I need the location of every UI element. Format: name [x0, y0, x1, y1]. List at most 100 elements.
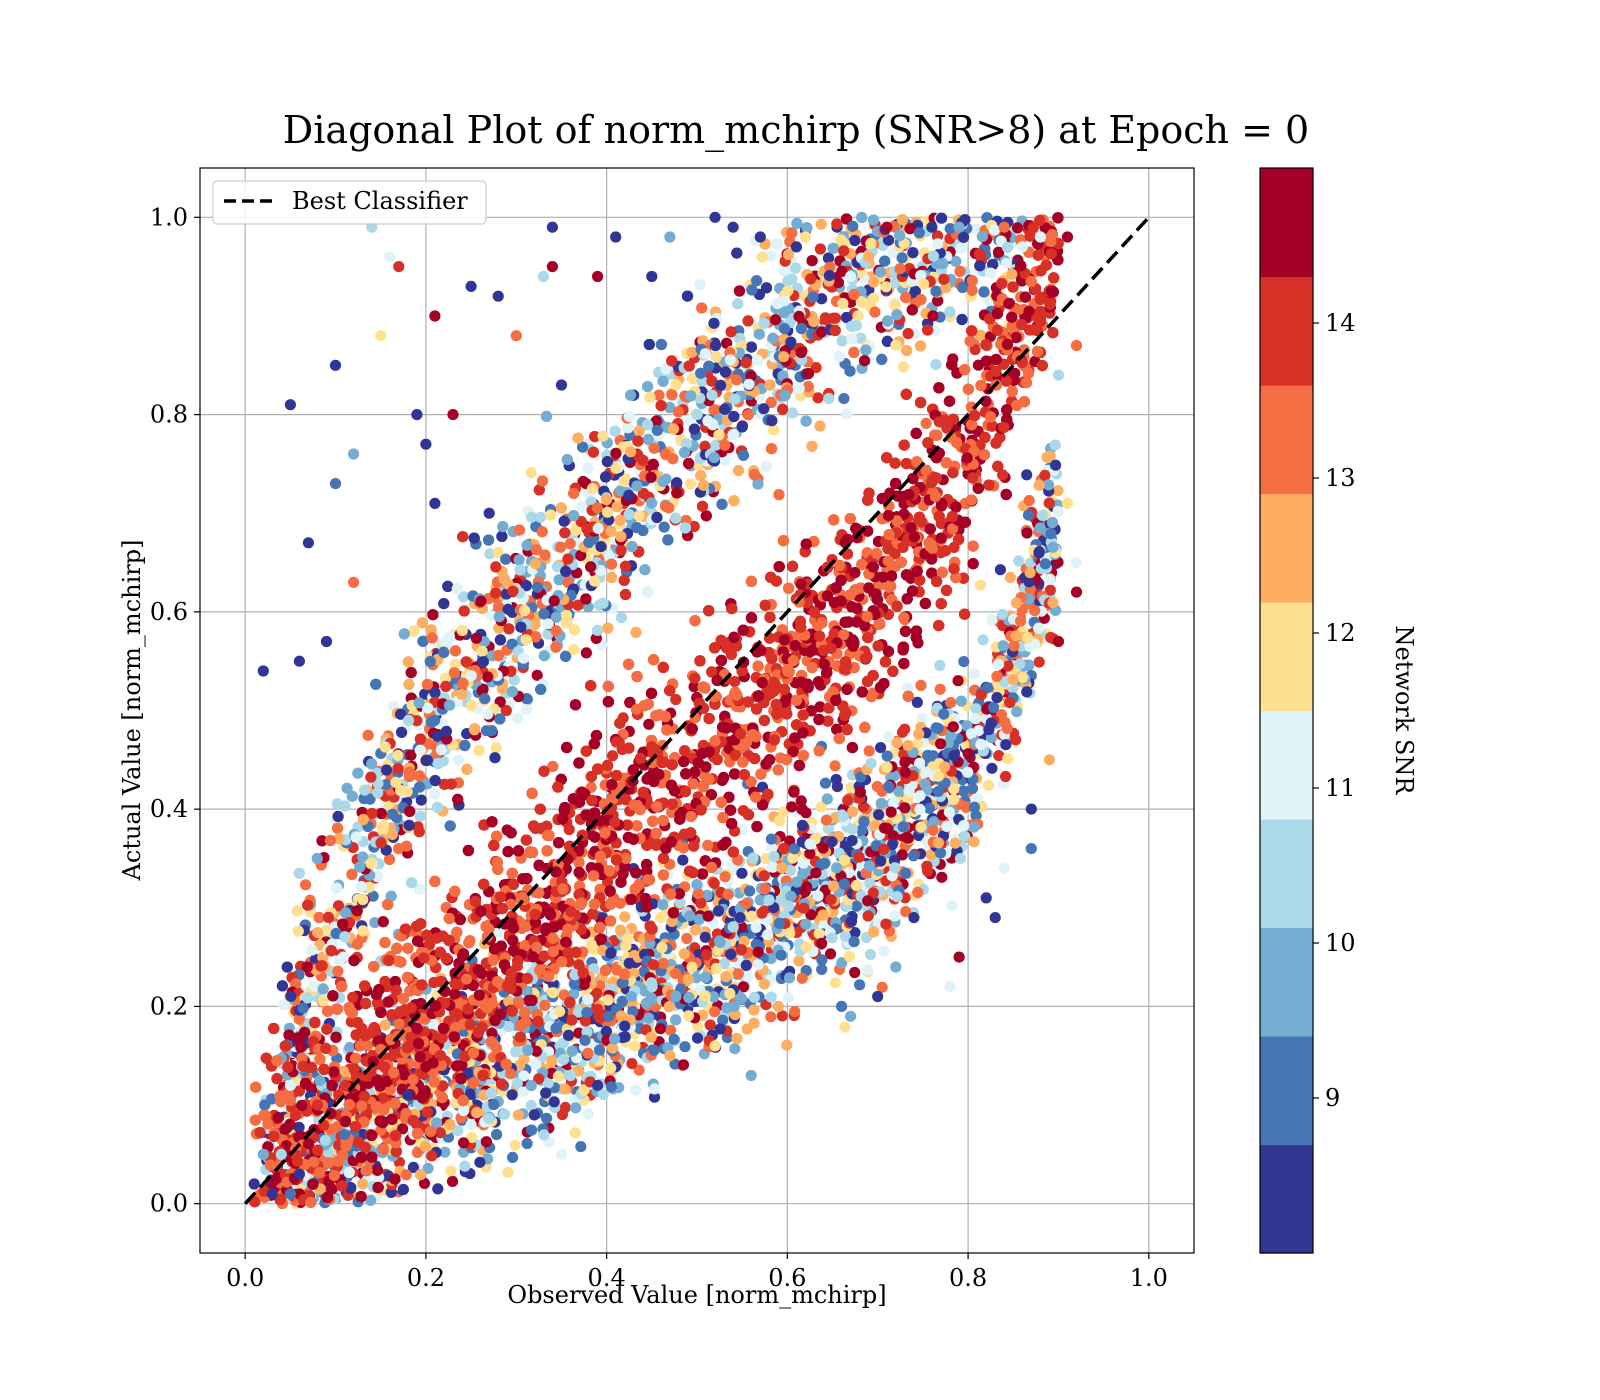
- data-point: [539, 999, 551, 1012]
- data-point: [813, 928, 825, 940]
- data-point: [1022, 509, 1035, 521]
- data-point: [645, 1031, 657, 1043]
- data-point: [525, 1079, 537, 1092]
- data-point: [1047, 597, 1059, 609]
- data-point: [731, 1032, 743, 1045]
- data-point: [1023, 576, 1035, 588]
- data-point: [740, 959, 752, 972]
- data-point: [696, 302, 708, 314]
- data-point: [366, 758, 378, 770]
- data-point: [697, 479, 710, 491]
- data-point: [709, 1006, 721, 1018]
- data-point: [970, 713, 982, 725]
- data-point: [597, 1088, 609, 1101]
- data-point: [458, 605, 470, 617]
- data-point: [875, 742, 887, 754]
- data-point: [343, 1166, 355, 1179]
- data-point: [736, 867, 748, 879]
- data-point: [403, 678, 415, 691]
- data-point: [889, 862, 901, 874]
- data-point: [777, 403, 789, 415]
- data-point: [497, 521, 509, 533]
- data-point: [1047, 541, 1059, 553]
- data-point: [704, 1019, 716, 1031]
- data-point: [714, 1023, 726, 1035]
- data-point: [968, 801, 981, 813]
- data-point: [863, 745, 875, 757]
- data-point: [750, 921, 762, 934]
- data-point: [679, 1041, 691, 1053]
- data-point: [728, 1001, 740, 1013]
- data-point: [762, 929, 774, 941]
- data-point: [570, 1102, 582, 1114]
- data-point: [970, 703, 982, 715]
- data-point: [605, 1081, 618, 1093]
- data-point: [821, 793, 833, 805]
- data-point: [683, 457, 695, 470]
- data-point: [416, 617, 428, 629]
- data-point: [520, 704, 533, 716]
- data-point: [654, 1023, 667, 1035]
- data-point: [912, 886, 924, 899]
- data-point: [816, 963, 828, 976]
- data-point: [758, 870, 770, 882]
- data-point: [850, 879, 863, 892]
- data-point: [582, 1108, 595, 1120]
- data-point: [922, 749, 934, 762]
- data-point: [837, 810, 849, 823]
- data-point: [1036, 509, 1048, 521]
- data-point: [662, 534, 674, 546]
- data-point: [452, 793, 464, 806]
- data-point: [923, 802, 936, 815]
- data-point: [1022, 631, 1034, 644]
- data-point: [314, 1075, 326, 1087]
- data-point: [825, 894, 837, 906]
- data-point: [609, 425, 621, 437]
- data-point: [938, 708, 950, 720]
- data-point: [496, 530, 508, 543]
- data-point: [625, 991, 638, 1003]
- data-point: [997, 640, 1009, 652]
- data-point: [899, 802, 911, 814]
- data-point: [787, 852, 799, 864]
- data-point: [526, 1124, 538, 1136]
- data-point: [915, 679, 927, 692]
- data-point: [776, 862, 788, 874]
- data-point: [582, 993, 594, 1005]
- data-point: [982, 779, 995, 792]
- data-point: [978, 286, 990, 298]
- data-point: [817, 842, 829, 854]
- data-point: [806, 255, 818, 267]
- data-point: [1034, 522, 1046, 534]
- data-point: [474, 1156, 486, 1168]
- data-point: [815, 801, 827, 813]
- data-point: [1049, 439, 1061, 451]
- data-point: [936, 871, 948, 883]
- data-point: [941, 820, 953, 833]
- data-point: [742, 970, 754, 982]
- data-point: [1033, 622, 1045, 634]
- data-point: [975, 738, 987, 751]
- data-point: [630, 1084, 642, 1096]
- data-point: [954, 853, 967, 865]
- data-point: [400, 1169, 412, 1181]
- data-point: [684, 910, 696, 922]
- data-point: [569, 1127, 582, 1139]
- data-point: [668, 1033, 680, 1045]
- data-point: [618, 574, 630, 587]
- data-point: [1046, 516, 1059, 529]
- data-point: [377, 916, 389, 928]
- data-point: [434, 1127, 446, 1139]
- data-point: [843, 950, 856, 963]
- data-point: [1017, 671, 1029, 684]
- data-point: [934, 683, 946, 695]
- data-point: [987, 701, 1000, 714]
- data-point: [830, 773, 842, 786]
- data-point: [486, 725, 498, 737]
- data-point: [782, 992, 795, 1004]
- data-point: [945, 730, 957, 743]
- data-point: [439, 1146, 451, 1158]
- data-point: [647, 959, 660, 971]
- data-point: [339, 800, 351, 812]
- data-point: [670, 990, 682, 1003]
